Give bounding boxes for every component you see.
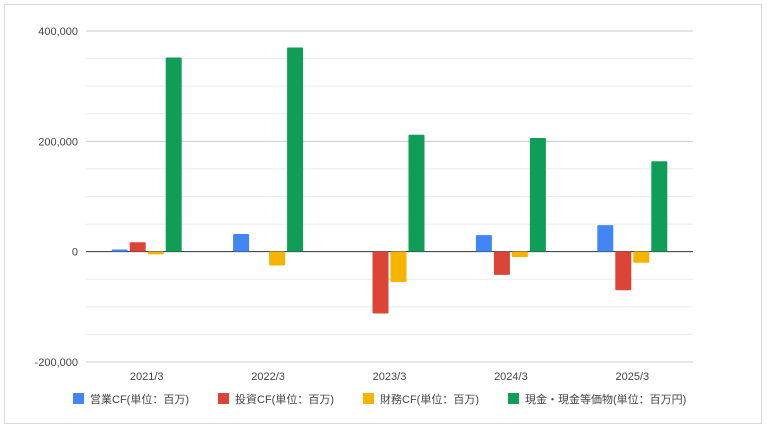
bar-3-2023-3 [390, 251, 407, 283]
x-axis-ticks: 2021/3 2022/3 2023/3 2024/3 2025/3 [130, 371, 649, 383]
legend-swatch [73, 393, 84, 404]
gridlines [86, 30, 693, 363]
legend: 営業CF(単位：百万) 投資CF(単位：百万) 財務CF(単位：百万) 現金・現金等価… [73, 392, 686, 406]
x-tick-label: 2023/3 [373, 371, 407, 383]
bar-4-2025-3 [651, 161, 668, 252]
legend-label: 財務CF(単位：百万) [380, 392, 479, 406]
bar-3-2024-3 [511, 251, 528, 258]
bar-3-2022-3 [269, 251, 286, 266]
bar-1-2022-3 [233, 234, 250, 252]
x-tick-label: 2021/3 [130, 371, 164, 383]
bar-4-2022-3 [287, 47, 304, 252]
bar-3-2025-3 [633, 251, 650, 263]
bar-3-2021-3 [147, 251, 164, 255]
chart-frame: 400,000 200,000 0 -200,000 2021/3 2022/3 2023… [4, 4, 762, 424]
bar-4-2023-3 [408, 134, 425, 252]
legend-label: 現金・現金等価物(単位：百万円) [525, 392, 686, 406]
bars [111, 47, 668, 314]
x-tick-label: 2022/3 [251, 371, 285, 383]
bar-2-2023-3 [372, 251, 389, 314]
legend-swatch [363, 393, 374, 404]
y-tick-label: 200,000 [38, 136, 78, 148]
legend-label: 営業CF(単位：百万) [90, 392, 189, 406]
legend-label: 投資CF(単位：百万) [235, 392, 334, 406]
bar-4-2024-3 [529, 138, 546, 252]
y-tick-label: -200,000 [35, 357, 78, 369]
y-axis-ticks: 400,000 200,000 0 -200,000 [35, 26, 78, 369]
bar-2-2024-3 [493, 251, 510, 275]
bar-2-2025-3 [615, 251, 632, 291]
legend-swatch [218, 393, 229, 404]
bar-4-2021-3 [165, 57, 182, 252]
bar-1-2024-3 [475, 235, 492, 252]
y-tick-label: 400,000 [38, 26, 78, 38]
bar-2-2021-3 [129, 242, 146, 252]
x-tick-label: 2024/3 [494, 371, 528, 383]
x-tick-label: 2025/3 [615, 371, 649, 383]
cash-flow-chart: 400,000 200,000 0 -200,000 2021/3 2022/3 2023… [35, 26, 693, 406]
y-tick-label: 0 [72, 247, 78, 259]
bar-1-2025-3 [597, 225, 614, 252]
legend-swatch [508, 393, 519, 404]
bar-1-2021-3 [111, 249, 128, 252]
